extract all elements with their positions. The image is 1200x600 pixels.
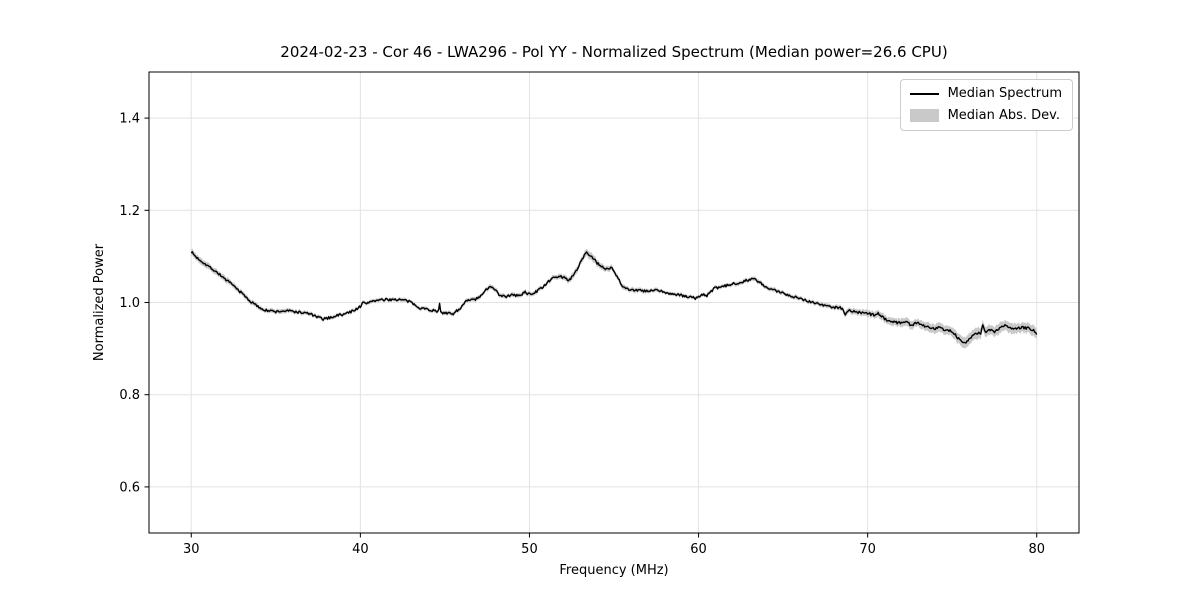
svg-text:1.2: 1.2 — [119, 204, 140, 219]
svg-text:0.6: 0.6 — [119, 480, 140, 495]
svg-text:0.8: 0.8 — [119, 388, 140, 403]
x-axis-label: Frequency (MHz) — [559, 563, 668, 578]
legend-item-median-spectrum: Median Spectrum — [909, 85, 1062, 102]
legend-item-median-abs-dev: Median Abs. Dev. — [909, 107, 1062, 124]
tick-marks — [144, 117, 1038, 538]
y-axis-label: Normalized Power — [92, 243, 107, 361]
legend-label-median-spectrum: Median Spectrum — [947, 86, 1062, 101]
band-swatch-icon — [909, 109, 939, 122]
tick-labels: 30 40 50 60 70 80 0.6 0.8 1.0 1.2 1.4 — [119, 112, 1045, 557]
svg-text:80: 80 — [1028, 542, 1045, 557]
chart-title: 2024-02-23 - Cor 46 - LWA296 - Pol YY - … — [280, 43, 947, 61]
line-swatch-icon — [909, 92, 939, 95]
median-abs-dev-band — [191, 248, 1037, 349]
svg-text:60: 60 — [690, 542, 707, 557]
legend-label-median-abs-dev: Median Abs. Dev. — [947, 108, 1061, 123]
svg-text:50: 50 — [521, 542, 538, 557]
gridlines — [149, 72, 1079, 533]
legend: Median Spectrum Median Abs. Dev. — [899, 79, 1073, 131]
svg-text:1.0: 1.0 — [119, 296, 140, 311]
svg-text:1.4: 1.4 — [119, 112, 140, 127]
median-spectrum-line — [190, 251, 1038, 344]
svg-text:40: 40 — [352, 542, 369, 557]
svg-text:70: 70 — [859, 542, 876, 557]
svg-text:30: 30 — [183, 542, 200, 557]
